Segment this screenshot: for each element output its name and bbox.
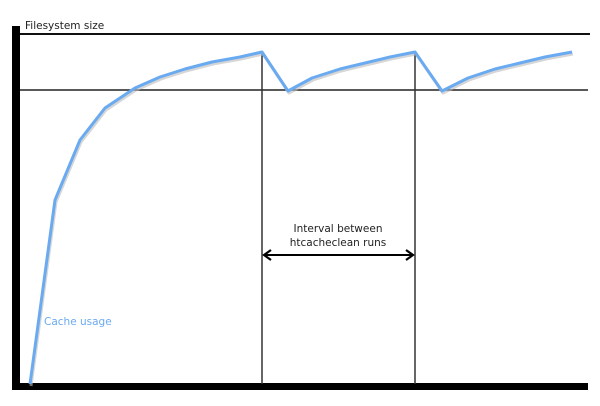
cache-usage-curve <box>28 50 573 385</box>
x-axis <box>12 383 588 390</box>
series-label: Cache usage <box>44 316 112 328</box>
curve-shadow <box>29 52 574 387</box>
y-axis-label: Filesystem size <box>25 20 104 32</box>
interval-label-line1: Interval between <box>294 223 383 235</box>
y-axis <box>12 26 20 390</box>
interval-label-line2: htcacheclean runs <box>290 237 387 249</box>
